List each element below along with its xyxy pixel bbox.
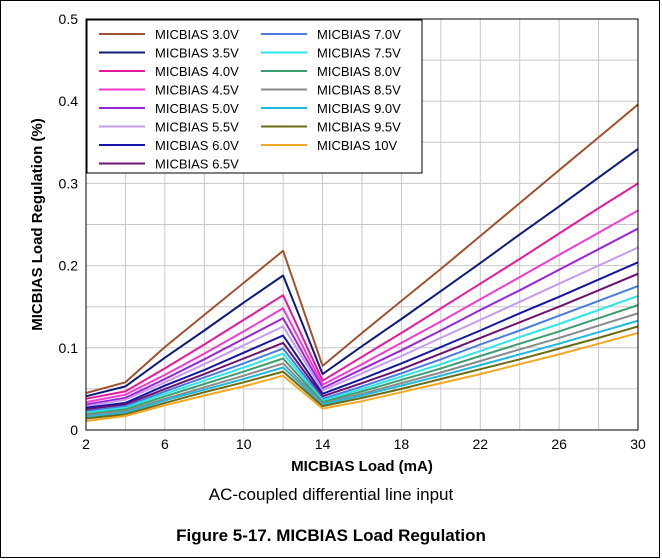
legend-label: MICBIAS 4.5V [155,83,239,98]
series-line [85,325,639,420]
series-line [85,182,639,400]
series-line [85,103,639,394]
series-line [85,312,639,417]
legend-label: MICBIAS 7.0V [317,27,401,42]
x-tick-label: 2 [82,436,90,452]
series-line [85,295,639,414]
legend-label: MICBIAS 5.5V [155,120,239,135]
figure-caption: Figure 5-17. MICBIAS Load Regulation [176,526,486,545]
series-line [85,319,639,418]
plot-area-border [85,18,639,431]
legend-box [86,19,423,174]
y-tick-label: 0.2 [59,258,79,274]
y-tick-label: 0.4 [59,93,79,109]
legend-label: MICBIAS 3.0V [155,27,239,42]
legend-label: MICBIAS 6.5V [155,157,239,172]
legend-label: MICBIAS 8.5V [317,83,401,98]
legend-label: MICBIAS 9.0V [317,101,401,116]
y-tick-label: 0.5 [59,11,79,27]
y-axis-title: MICBIAS Load Regulation (%) [29,118,46,331]
legend-label: MICBIAS 5.0V [155,101,239,116]
legend-label: MICBIAS 6.0V [155,138,239,153]
legend-label: MICBIAS 3.5V [155,46,239,61]
series-line [85,148,639,398]
series-line [85,332,639,422]
x-tick-label: 6 [161,436,169,452]
series-line [85,227,639,406]
x-axis-title: MICBIAS Load (mA) [291,458,433,475]
legend-label: MICBIAS 8.0V [317,64,401,79]
series-line [85,261,639,409]
x-tick-label: 22 [472,436,488,452]
x-tick-label: 18 [394,436,410,452]
legend-label: MICBIAS 4.0V [155,64,239,79]
x-tick-label: 10 [236,436,252,452]
legend-label: MICBIAS 9.5V [317,120,401,135]
series-line [85,304,639,416]
x-tick-label: 30 [630,436,646,452]
x-tick-label: 26 [551,436,567,452]
x-tick-label: 14 [315,436,331,452]
chart-note: AC-coupled differential line input [208,485,454,504]
y-tick-label: 0 [70,422,78,438]
series-line [85,285,639,413]
series-line [85,246,639,408]
series-line [85,209,639,404]
series-line [85,272,639,411]
y-tick-label: 0.3 [59,175,79,191]
legend-label: MICBIAS 7.5V [317,46,401,61]
y-tick-label: 0.1 [59,340,79,356]
legend-label: MICBIAS 10V [317,138,398,153]
